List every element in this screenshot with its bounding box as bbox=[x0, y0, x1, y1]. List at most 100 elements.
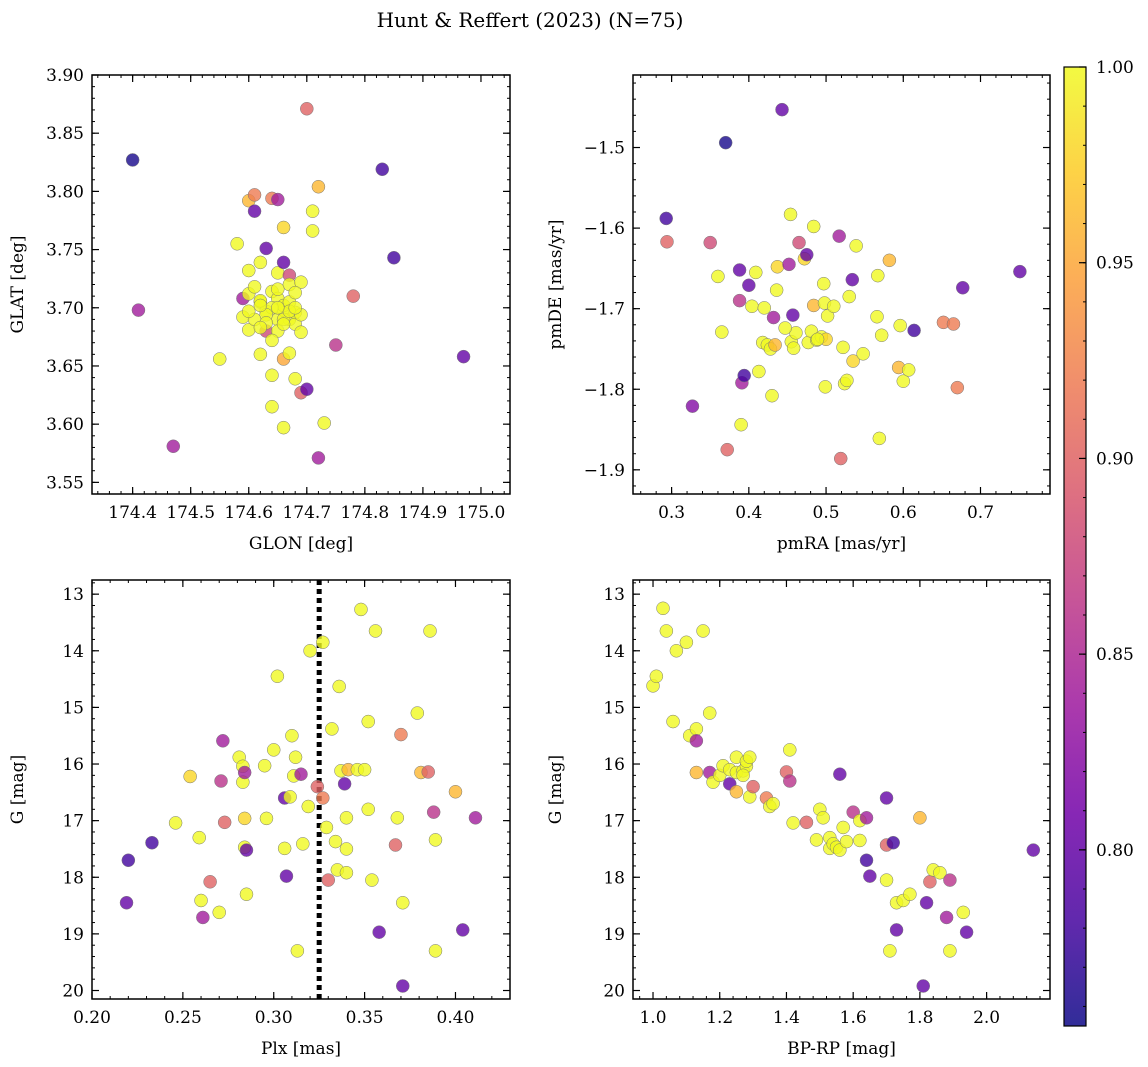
data-point bbox=[883, 944, 897, 958]
data-point bbox=[846, 354, 860, 368]
data-point bbox=[886, 835, 900, 850]
data-point bbox=[769, 283, 784, 297]
data-point bbox=[288, 301, 302, 315]
data-point bbox=[732, 263, 747, 277]
y-tick-label: 14 bbox=[603, 642, 625, 662]
data-point bbox=[778, 321, 792, 335]
data-point bbox=[194, 893, 208, 908]
data-point bbox=[893, 318, 907, 333]
data-point bbox=[959, 925, 974, 939]
data-point bbox=[913, 811, 927, 825]
x-tick-label: 0.35 bbox=[346, 1008, 384, 1028]
data-point bbox=[396, 979, 410, 993]
data-point bbox=[276, 420, 291, 435]
data-point bbox=[903, 887, 917, 901]
data-point bbox=[239, 887, 254, 901]
x-tick-label: 0.40 bbox=[437, 1008, 475, 1028]
data-point bbox=[357, 762, 372, 777]
axes-frame bbox=[91, 74, 511, 495]
data-point bbox=[365, 873, 379, 887]
data-point bbox=[372, 925, 386, 939]
data-point bbox=[319, 820, 334, 835]
data-point bbox=[901, 363, 916, 377]
data-point bbox=[919, 895, 934, 910]
y-tick-label: −1.7 bbox=[584, 300, 625, 320]
data-point bbox=[329, 338, 343, 352]
colorbar-tick-label: 0.90 bbox=[1096, 449, 1134, 469]
data-point bbox=[833, 767, 847, 781]
x-axis-label: Plx [mas] bbox=[261, 1039, 341, 1059]
data-point bbox=[879, 791, 894, 805]
data-point bbox=[770, 260, 785, 274]
data-point bbox=[192, 830, 206, 845]
data-point bbox=[718, 135, 733, 150]
data-point bbox=[396, 895, 410, 910]
panel-pos: 174.4 174.5 174.6 174.7 174.8 174.9 175.0 3.55 3… bbox=[8, 66, 511, 554]
data-point bbox=[879, 873, 894, 887]
data-point bbox=[216, 734, 230, 748]
data-point bbox=[950, 380, 965, 395]
y-tick-label: 3.60 bbox=[46, 415, 84, 435]
x-tick-label: 175.0 bbox=[457, 503, 506, 523]
colorbar-tick-label: 0.85 bbox=[1096, 645, 1134, 665]
colorbar: 0.80 0.85 0.90 0.95 1.00 bbox=[1063, 58, 1134, 1027]
axes-frame bbox=[91, 579, 511, 1000]
data-point bbox=[265, 368, 279, 383]
data-point bbox=[669, 644, 684, 658]
data-point bbox=[742, 278, 756, 293]
data-point bbox=[842, 289, 856, 304]
data-point bbox=[305, 204, 320, 218]
data-point bbox=[387, 250, 401, 265]
y-tick-label: 17 bbox=[62, 812, 84, 832]
data-point bbox=[659, 211, 673, 226]
data-point bbox=[203, 875, 217, 889]
data-point bbox=[214, 774, 228, 788]
data-point bbox=[317, 416, 331, 430]
x-tick-label: 0.25 bbox=[164, 1008, 202, 1028]
x-tick-label: 2.0 bbox=[973, 1008, 1000, 1028]
data-point bbox=[660, 235, 674, 249]
y-tick-label: 19 bbox=[62, 925, 84, 945]
data-point bbox=[836, 340, 850, 355]
data-point bbox=[131, 303, 146, 317]
data-point bbox=[253, 298, 268, 313]
data-point bbox=[792, 235, 806, 250]
data-point bbox=[368, 624, 383, 638]
data-point bbox=[421, 765, 435, 779]
data-point bbox=[303, 644, 317, 658]
data-point bbox=[689, 765, 704, 780]
data-point bbox=[943, 873, 957, 887]
data-point bbox=[288, 750, 303, 764]
data-point bbox=[711, 269, 725, 284]
x-tick-label: 0.6 bbox=[890, 503, 917, 523]
y-tick-label: 20 bbox=[62, 982, 84, 1002]
y-tick-label: 18 bbox=[62, 868, 84, 888]
data-point bbox=[859, 811, 874, 825]
data-point bbox=[746, 779, 760, 794]
panel-pm: 0.3 0.4 0.5 0.6 0.7 −1.9 −1.8 −1.7 −1.6 −1.5 pmRA … bbox=[546, 74, 1051, 554]
y-axis-label: GLAT [deg] bbox=[8, 235, 28, 333]
data-point bbox=[388, 838, 403, 852]
data-point bbox=[428, 833, 443, 847]
data-point bbox=[242, 263, 256, 278]
y-tick-label: 20 bbox=[603, 982, 625, 1002]
data-point bbox=[800, 247, 814, 262]
data-point bbox=[818, 380, 833, 394]
y-tick-label: 14 bbox=[62, 642, 84, 662]
data-point bbox=[783, 207, 798, 222]
y-tick-label: 13 bbox=[62, 585, 84, 605]
x-axis-label: pmRA [mas/yr] bbox=[777, 534, 906, 554]
data-point bbox=[448, 785, 463, 799]
data-point bbox=[1026, 843, 1041, 857]
data-point bbox=[1013, 264, 1027, 279]
y-axis-label: pmDE [mas/yr] bbox=[546, 219, 566, 349]
data-point bbox=[183, 769, 197, 784]
data-point bbox=[933, 865, 947, 880]
data-point bbox=[119, 895, 134, 910]
data-point bbox=[375, 162, 390, 177]
data-point bbox=[253, 320, 268, 335]
x-axis-label: GLON [deg] bbox=[249, 534, 353, 554]
data-point bbox=[217, 815, 232, 830]
data-point bbox=[121, 853, 136, 868]
x-tick-label: 174.9 bbox=[399, 503, 448, 523]
